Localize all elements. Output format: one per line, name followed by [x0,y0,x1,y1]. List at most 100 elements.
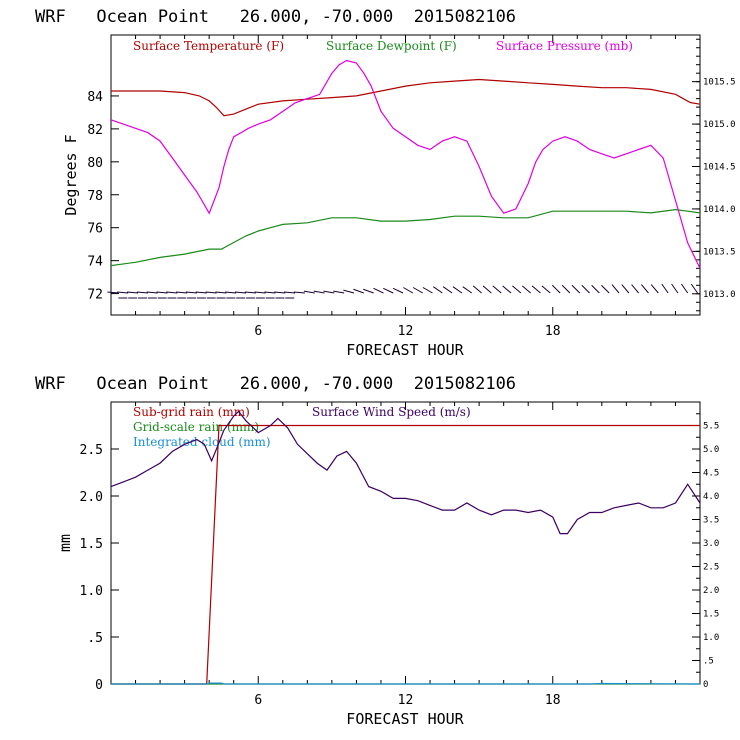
series-line [111,78,701,117]
y-axis-ticks: 0 .5 1.0 1.5 2.0 2.5 [80,443,119,693]
y2-tick-label: 1015.0 [703,120,736,130]
wind-barb [117,291,129,294]
y2-tick-label: 1.0 [703,633,719,643]
series-line [110,59,701,269]
chart-title: WRF Ocean Point 26.000, -70.000 20150821… [35,7,516,27]
wind-barb [492,285,502,294]
wind-barb [561,284,571,294]
wind-barb [284,291,296,294]
y-tick-label: 1.0 [80,584,103,599]
wind-barb [264,291,276,294]
wind-barb [244,291,256,294]
wind-barb [502,285,512,294]
y2-tick-label: 4.5 [703,469,719,479]
x-axis-ticks: 6 12 18 [135,35,676,339]
y-tick-label: 76 [87,222,103,237]
legend-entry: Surface Wind Speed (m/s) [312,405,471,419]
series-line [111,682,701,685]
wind-barb [274,291,286,294]
wind-barb [621,284,630,294]
series-line [110,208,701,267]
y-axis-label: Degrees F [62,134,80,215]
series-line [111,424,700,685]
wind-barb [166,291,178,294]
wind-barb [373,287,384,294]
legend-entry: Grid-scale rain (mm) [133,420,259,434]
x-tick-label: 12 [398,324,414,339]
y-tick-label: 72 [87,288,103,303]
wind-barb [571,284,581,294]
x-tick-label: 18 [545,693,561,708]
y-tick-label: 74 [87,255,103,270]
x-tick-label: 18 [545,324,561,339]
series-group [110,410,701,685]
wind-barb [641,284,649,294]
y2-axis-ticks: 1013.0 1013.5 1014.0 1014.5 1015.0 1015.5 [692,38,736,312]
y-tick-label: 0 [95,678,103,693]
wind-barb [482,285,492,294]
wind-barb [452,286,463,294]
wind-barb [146,291,158,294]
series-line [110,410,701,535]
wind-barb [442,286,453,294]
wind-barb [136,291,148,294]
y-tick-label: 2.5 [80,443,103,458]
x-tick-label: 6 [254,693,262,708]
y2-tick-label: 1014.0 [703,205,736,215]
wind-barb [215,291,227,294]
legend-entry: Surface Dewpoint (F) [326,39,457,53]
wind-barb [601,284,610,294]
wind-barb [343,289,355,294]
wind-barb [650,284,659,294]
y2-tick-label: 1013.0 [703,290,736,300]
y2-tick-label: 1013.5 [703,247,736,257]
wind-barb [107,291,119,294]
wind-barb [433,286,443,294]
legend-entry: Surface Temperature (F) [133,39,284,53]
wind-barb [412,287,423,294]
y2-tick-label: 2.5 [703,563,719,573]
wind-barb [581,284,590,294]
wind-barb [225,291,237,294]
wind-barb [472,285,482,294]
y-tick-label: 80 [87,156,103,171]
wind-barb [512,285,522,294]
legend-entry: Sub-grid rain (mm) [133,405,250,419]
wind-barb [611,284,620,294]
wind-barb [403,287,414,294]
wind-barb [205,291,217,294]
chart-title: WRF Ocean Point 26.000, -70.000 20150821… [35,374,516,394]
wind-barb [422,287,433,294]
y2-tick-label: 5.0 [703,445,719,455]
y2-tick-label: 3.5 [703,516,719,526]
wind-barb [293,291,305,294]
plot-frame [110,34,701,316]
wind-barb [551,284,561,294]
x-axis-ticks: 6 12 18 [135,402,676,708]
wind-barb [323,290,335,294]
legend: Sub-grid rain (mm) Grid-scale rain (mm) … [133,405,471,449]
series-group [110,59,701,269]
x-tick-label: 6 [254,324,262,339]
wind-barb [671,283,679,294]
legend: Surface Temperature (F) Surface Dewpoint… [133,39,633,53]
x-axis-label: FORECAST HOUR [346,710,464,728]
x-tick-label: 12 [398,693,414,708]
wind-barb [521,285,531,294]
wind-barb [363,288,374,294]
wind-barb [234,291,247,294]
y2-tick-label: 5.5 [703,422,719,432]
y-tick-label: .5 [87,631,103,646]
y2-tick-label: 1014.5 [703,163,736,173]
wind-barb [156,291,168,294]
wind-barb [176,291,188,294]
panel-temperature-pressure: WRF Ocean Point 26.000, -70.000 20150821… [35,7,736,359]
wind-barb [185,291,197,294]
legend-entry: Surface Pressure (mb) [496,39,633,53]
wind-barb [313,290,325,294]
y2-axis-ticks: 0 .5 1.0 1.5 2.0 2.5 3.0 3.5 4.0 4.5 5.0 5.5 [692,401,719,690]
y2-tick-label: 3.0 [703,539,719,549]
wind-barb [681,283,689,294]
y-tick-label: 1.5 [80,537,103,552]
